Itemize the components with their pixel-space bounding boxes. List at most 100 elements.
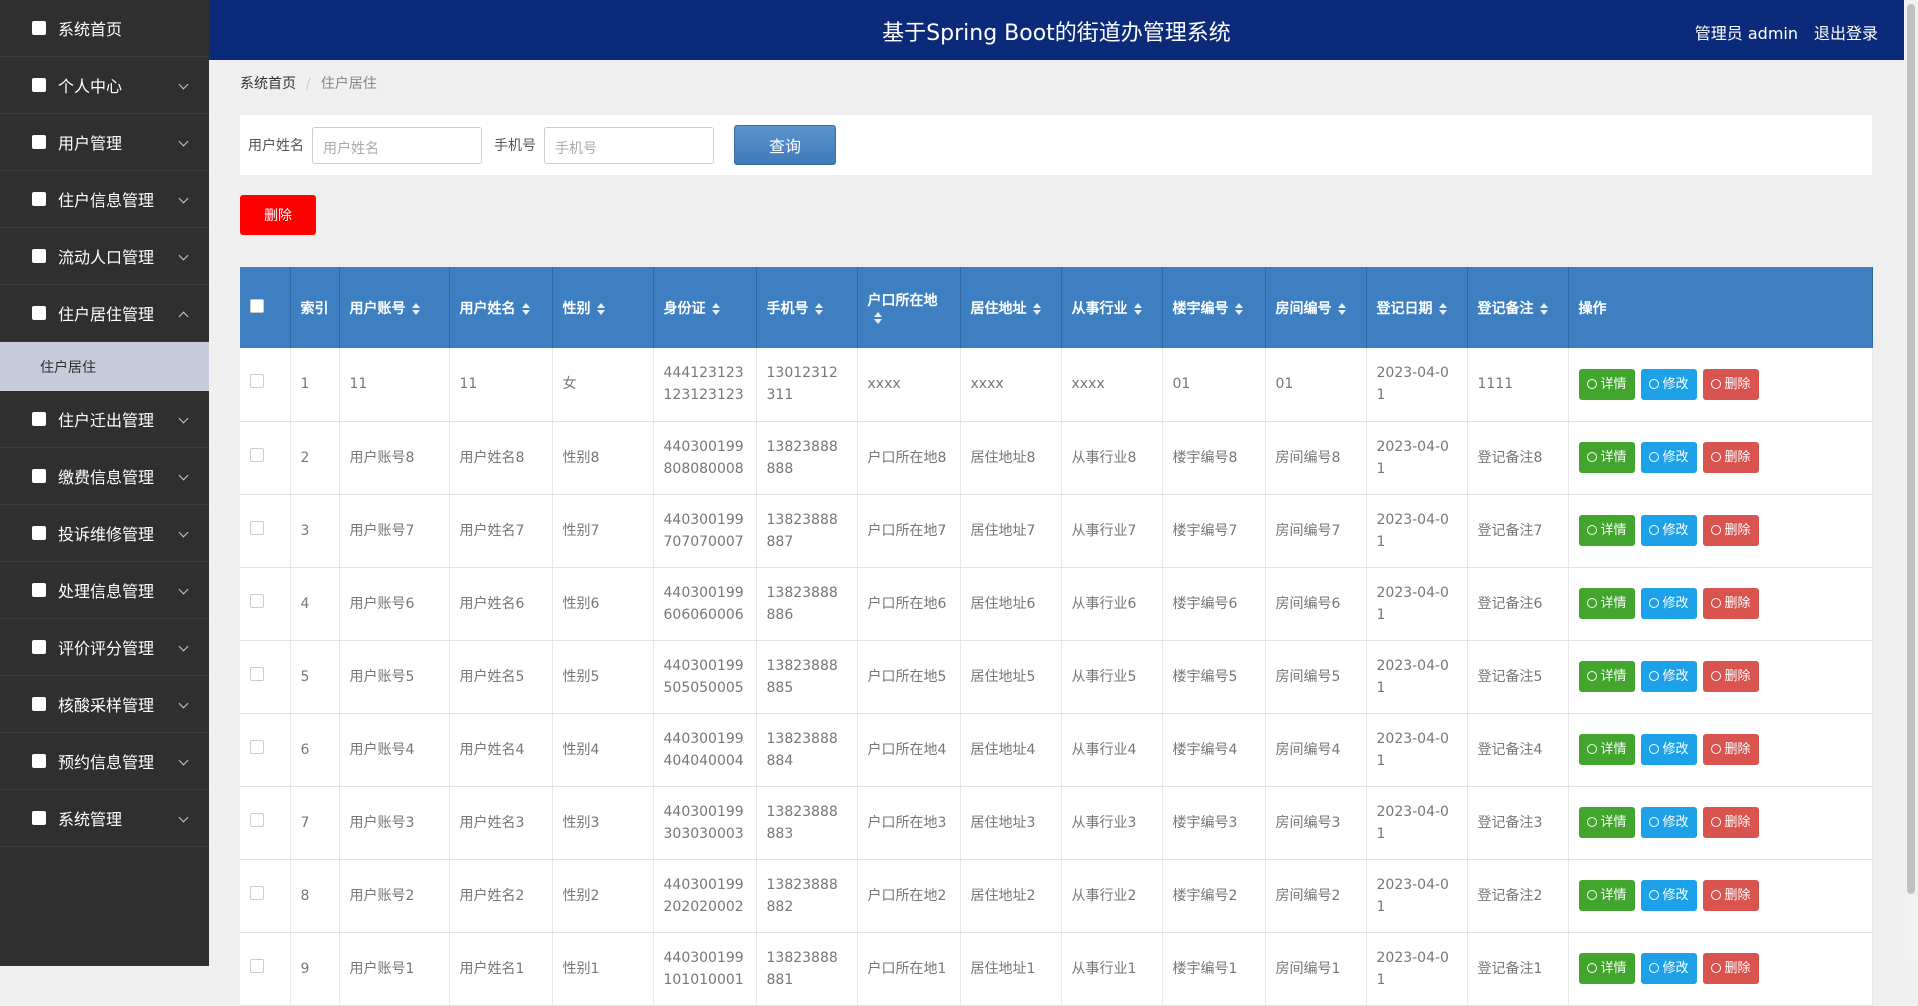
cell: 性别2 <box>552 859 654 933</box>
field-label: 用户姓名 <box>248 138 304 154</box>
action-button[interactable]: 删除 <box>1702 368 1759 400</box>
action-button[interactable]: 详情 <box>1578 807 1635 838</box>
row-checkbox[interactable] <box>250 812 264 827</box>
action-button[interactable]: 修改 <box>1640 442 1697 473</box>
header-cell[interactable]: 用户账号 <box>339 267 450 348</box>
header-cell[interactable]: 居住地址 <box>960 267 1062 348</box>
header-cell[interactable]: 用户姓名 <box>449 267 553 348</box>
action-button[interactable]: 详情 <box>1578 442 1635 473</box>
action-button[interactable]: 修改 <box>1640 588 1697 619</box>
submenu-item[interactable]: 住户居住 <box>0 342 209 391</box>
cell: 13823888884 <box>756 713 858 787</box>
header-cell[interactable]: 身份证 <box>653 267 757 348</box>
scrollbar[interactable] <box>1904 0 1918 966</box>
logout[interactable]: 退出登录 <box>1813 24 1878 43</box>
action-button[interactable]: 删除 <box>1702 953 1759 984</box>
cell: 用户姓名2 <box>449 859 553 933</box>
action-button[interactable]: 修改 <box>1640 368 1697 400</box>
cell: 房间编号1 <box>1265 932 1367 1006</box>
header-cell[interactable]: 户口所在地 <box>857 267 961 348</box>
menu-item[interactable]: 系统首页 <box>0 0 209 57</box>
scroll-thumb[interactable] <box>1907 4 1915 894</box>
sort-icon <box>596 302 605 315</box>
menu-item[interactable]: 个人中心 <box>0 57 209 114</box>
crumb-home[interactable]: 系统首页 <box>240 76 296 92</box>
row-checkbox[interactable] <box>250 666 264 681</box>
menu-item[interactable]: 住户信息管理 <box>0 171 209 228</box>
menu-item[interactable]: 流动人口管理 <box>0 228 209 285</box>
action-button[interactable]: 删除 <box>1702 807 1759 838</box>
action-button[interactable]: 删除 <box>1702 880 1759 911</box>
menu-item[interactable]: 缴费信息管理 <box>0 448 209 505</box>
cell: 居住地址1 <box>960 932 1062 1006</box>
delete-button[interactable]: 删除 <box>240 195 316 235</box>
column-label: 性别 <box>562 300 591 317</box>
action-button[interactable]: 修改 <box>1640 953 1697 984</box>
action-button[interactable]: 修改 <box>1640 807 1697 838</box>
chevron <box>178 311 189 322</box>
action-button[interactable]: 详情 <box>1578 588 1635 619</box>
row-checkbox[interactable] <box>250 739 264 754</box>
header-cell[interactable]: 登记日期 <box>1366 267 1468 348</box>
action-button[interactable]: 修改 <box>1640 880 1697 911</box>
cell: 2023-04-01 <box>1366 859 1468 933</box>
action-button[interactable]: 删除 <box>1702 661 1759 692</box>
row-checkbox[interactable] <box>250 520 264 535</box>
action-button[interactable]: 详情 <box>1578 515 1635 546</box>
action-button[interactable]: 详情 <box>1578 734 1635 765</box>
cell <box>240 859 291 933</box>
action-button[interactable]: 详情 <box>1578 953 1635 984</box>
action-button[interactable]: 删除 <box>1702 588 1759 619</box>
menu-item[interactable]: 预约信息管理 <box>0 733 209 790</box>
select-all[interactable] <box>250 298 264 313</box>
phone-input[interactable]: 手机号 <box>544 126 714 164</box>
menu-item[interactable]: 用户管理 <box>0 114 209 171</box>
menu-item[interactable]: 系统管理 <box>0 790 209 847</box>
header-cell[interactable]: 从事行业 <box>1061 267 1163 348</box>
menu-item[interactable]: 投诉维修管理 <box>0 505 209 562</box>
action-button[interactable]: 详情 <box>1578 880 1635 911</box>
cell: 用户账号6 <box>339 567 450 641</box>
header-cell[interactable]: 登记备注 <box>1467 267 1569 348</box>
menu-item[interactable]: 核酸采样管理 <box>0 676 209 733</box>
row-checkbox[interactable] <box>250 885 264 900</box>
row-checkbox[interactable] <box>250 374 264 389</box>
cell: 居住地址8 <box>960 421 1062 495</box>
action-button[interactable]: 修改 <box>1640 515 1697 546</box>
cell: 13823888883 <box>756 786 858 860</box>
cell: 楼宇编号1 <box>1162 932 1266 1006</box>
cell: 用户姓名1 <box>449 932 553 1006</box>
menu-item[interactable]: 评价评分管理 <box>0 619 209 676</box>
table-row: 1 11 11 女 444123123123123123 13012312311 xxxx x… <box>240 348 1873 422</box>
menu-item[interactable]: 处理信息管理 <box>0 562 209 619</box>
cell: 用户账号5 <box>339 640 450 714</box>
menu-icon <box>32 811 46 825</box>
menu-label: 流动人口管理 <box>58 248 155 267</box>
header-cell <box>240 267 291 348</box>
action-button[interactable]: 修改 <box>1640 661 1697 692</box>
sort-icon <box>1337 302 1346 315</box>
action-button[interactable]: 详情 <box>1578 661 1635 692</box>
header-cell[interactable]: 楼宇编号 <box>1162 267 1266 348</box>
header-cell[interactable]: 性别 <box>552 267 654 348</box>
action-button[interactable]: 删除 <box>1702 734 1759 765</box>
action-button[interactable]: 删除 <box>1702 515 1759 546</box>
row-checkbox[interactable] <box>250 447 264 462</box>
action-button[interactable]: 修改 <box>1640 734 1697 765</box>
crumb-current: 住户居住 <box>320 76 377 92</box>
menu-item[interactable]: 住户居住管理 <box>0 285 209 342</box>
cell: 登记备注1 <box>1467 932 1569 1006</box>
menu-item[interactable]: 住户迁出管理 <box>0 391 209 448</box>
cell: 11 <box>339 348 450 422</box>
table-row: 2 用户账号8 用户姓名8 性别8 440300199808080008 13823888… <box>240 421 1873 495</box>
header-cell[interactable]: 房间编号 <box>1265 267 1367 348</box>
query-button[interactable]: 查询 <box>734 125 836 165</box>
cell: 房间编号8 <box>1265 421 1367 495</box>
header-cell[interactable]: 手机号 <box>756 267 858 348</box>
cell: 13823888886 <box>756 567 858 641</box>
name-input[interactable]: 用户姓名 <box>312 126 482 164</box>
row-checkbox[interactable] <box>250 593 264 608</box>
cell: 登记备注4 <box>1467 713 1569 787</box>
action-button[interactable]: 删除 <box>1702 442 1759 473</box>
action-button[interactable]: 详情 <box>1578 368 1635 400</box>
